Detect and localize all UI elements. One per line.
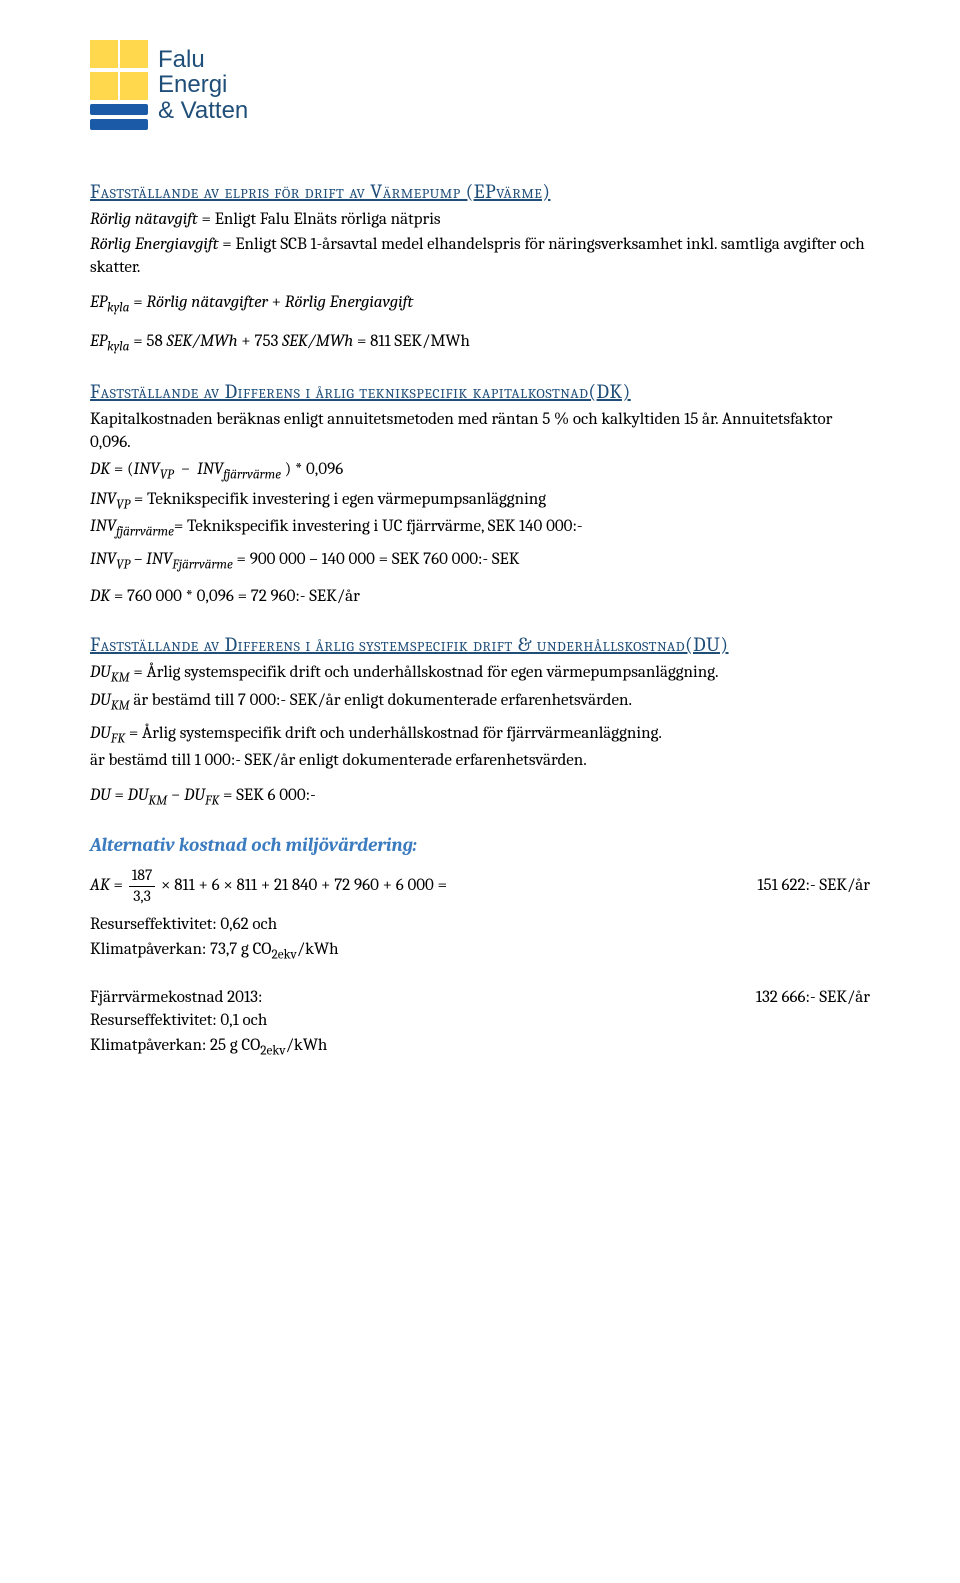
logo-line: Falu (158, 47, 248, 72)
para: Resurseffektivitet: 0,62 och (90, 914, 870, 937)
section-fjarrvarme: Fjärrvärmekostnad 2013: 132 666:- SEK/år… (90, 987, 870, 1060)
section-heading: Fastställande av Differens i årlig tekni… (90, 378, 870, 405)
sun-icon (90, 40, 118, 68)
eq-result: 811 SEK/MWh (370, 332, 470, 351)
logo-line: & Vatten (158, 98, 248, 123)
term-text: = Teknikspecifik investering i UC fjärrv… (174, 517, 583, 536)
equation: DK = (INVVP − INVfjärrvärme ) * 0,096 (90, 459, 870, 484)
term-label: INVVP (90, 490, 130, 509)
para: DUKM är bestämd till 7 000:- SEK/år enli… (90, 690, 870, 715)
section-heading: Fastställande av elpris för drift av Vär… (90, 178, 870, 205)
para: DUFK = Årlig systemspecifik drift och un… (90, 723, 870, 748)
sun-icon (120, 72, 148, 100)
term-text: = Enligt Falu Elnäts rörliga nätpris (198, 210, 441, 229)
section-heading: Fastställande av Differens i årlig syste… (90, 631, 870, 658)
para: är bestämd till 1 000:- SEK/år enligt do… (90, 750, 870, 773)
equation: EPkyla = Rörlig nätavgifter + Rörlig Ene… (90, 292, 870, 317)
logo-text: Falu Energi & Vatten (158, 47, 248, 123)
wave-icon (90, 119, 148, 130)
term-label: Rörlig Energiavgift (90, 235, 218, 254)
equation-result: 151 622:- SEK/år (757, 875, 870, 898)
section-alternativ: Alternativ kostnad och miljövärdering: A… (90, 833, 870, 965)
cost-label: Fjärrvärmekostnad 2013: (90, 987, 262, 1010)
section-dk: Fastställande av Differens i årlig tekni… (90, 378, 870, 609)
cost-value: 132 666:- SEK/år (756, 987, 870, 1010)
term-label: Rörlig nätavgift (90, 210, 198, 229)
term-label: INVfjärrvärme (90, 517, 174, 536)
section-epvarme: Fastställande av elpris för drift av Vär… (90, 178, 870, 356)
equation: EPkyla = 58 SEK/MWh + 753 SEK/MWh = 811 … (90, 331, 870, 356)
para: INVfjärrvärme= Teknikspecifik investerin… (90, 516, 870, 541)
para: Klimatpåverkan: 73,7 g CO2ekv/kWh (90, 939, 870, 964)
para: Resurseffektivitet: 0,1 och (90, 1010, 870, 1033)
para: Rörlig nätavgift = Enligt Falu Elnäts rö… (90, 209, 870, 232)
wave-icon (90, 104, 148, 115)
term-text: = Teknikspecifik investering i egen värm… (130, 490, 546, 509)
equation: DU = DUKM − DUFK = SEK 6 000:- (90, 785, 870, 810)
equation: AK = 1873,3 × 811 + 6 × 811 + 21 840 + 7… (90, 868, 447, 904)
section-du: Fastställande av Differens i årlig syste… (90, 631, 870, 810)
para: INVVP = Teknikspecifik investering i ege… (90, 489, 870, 514)
logo-line: Energi (158, 72, 248, 97)
para: Rörlig Energiavgift = Enligt SCB 1-årsav… (90, 234, 870, 280)
para: DUKM = Årlig systemspecifik drift och un… (90, 662, 870, 687)
cost-row: Fjärrvärmekostnad 2013: 132 666:- SEK/år (90, 987, 870, 1010)
para: Klimatpåverkan: 25 g CO2ekv/kWh (90, 1035, 870, 1060)
equation: INVVP – INVFjärrvärme = 900 000 – 140 00… (90, 549, 870, 574)
logo-mark (90, 40, 148, 130)
sun-icon (120, 40, 148, 68)
sun-icon (90, 72, 118, 100)
equation-row: AK = 1873,3 × 811 + 6 × 811 + 21 840 + 7… (90, 868, 870, 904)
sub-heading: Alternativ kostnad och miljövärdering: (90, 833, 870, 859)
company-logo: Falu Energi & Vatten (90, 40, 870, 130)
para: Kapitalkostnaden beräknas enligt annuite… (90, 409, 870, 455)
equation: DK = 760 000 * 0,096 = 72 960:- SEK/år (90, 586, 870, 609)
